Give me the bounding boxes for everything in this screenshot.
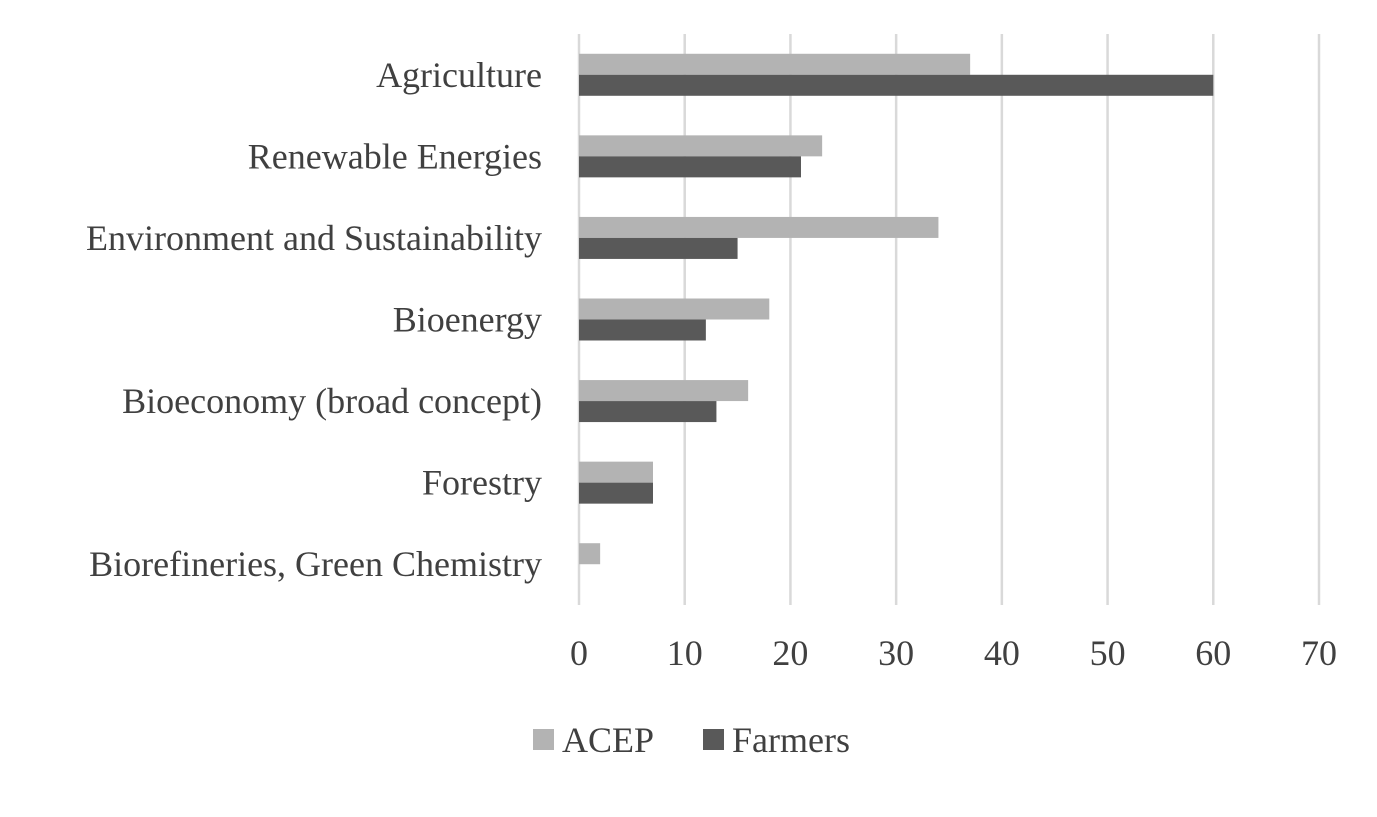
bar-farmers-5 [579,482,653,504]
gridlines [577,34,1321,605]
x-tick-label: 10 [667,633,703,673]
bar-farmers-0 [579,74,1214,96]
category-labels: Agriculture Renewable Energies Environment… [86,55,542,584]
x-tick-labels: 0 10 20 30 40 50 60 70 [570,633,1337,673]
bar-farmers-2 [579,237,738,259]
bar-farmers-3 [579,319,706,341]
x-tick-label: 60 [1195,633,1231,673]
legend: ACEP Farmers [533,720,850,760]
bar-acep-5 [579,461,653,483]
category-label: Renewable Energies [248,136,542,176]
legend-swatch-acep [533,729,554,750]
category-label: Forestry [422,463,542,503]
category-label: Biorefineries, Green Chemistry [89,544,542,584]
legend-swatch-farmers [703,729,724,750]
bars [579,53,1214,565]
x-tick-label: 0 [570,633,588,673]
x-tick-label: 70 [1301,633,1337,673]
category-label: Bioeconomy (broad concept) [122,381,542,421]
bar-acep-2 [579,216,939,238]
bar-farmers-4 [579,401,717,423]
category-label: Environment and Sustainability [86,218,542,258]
category-label: Agriculture [376,55,542,95]
category-label: Bioenergy [393,300,542,340]
x-tick-label: 20 [772,633,808,673]
bar-acep-4 [579,380,749,402]
bar-acep-0 [579,53,971,75]
x-tick-label: 30 [878,633,914,673]
legend-label-farmers: Farmers [732,720,850,760]
legend-label-acep: ACEP [562,720,654,760]
bar-acep-1 [579,135,823,157]
bar-acep-6 [579,543,601,565]
x-tick-label: 40 [984,633,1020,673]
x-tick-label: 50 [1090,633,1126,673]
bar-farmers-1 [579,156,801,178]
bar-acep-3 [579,298,770,320]
